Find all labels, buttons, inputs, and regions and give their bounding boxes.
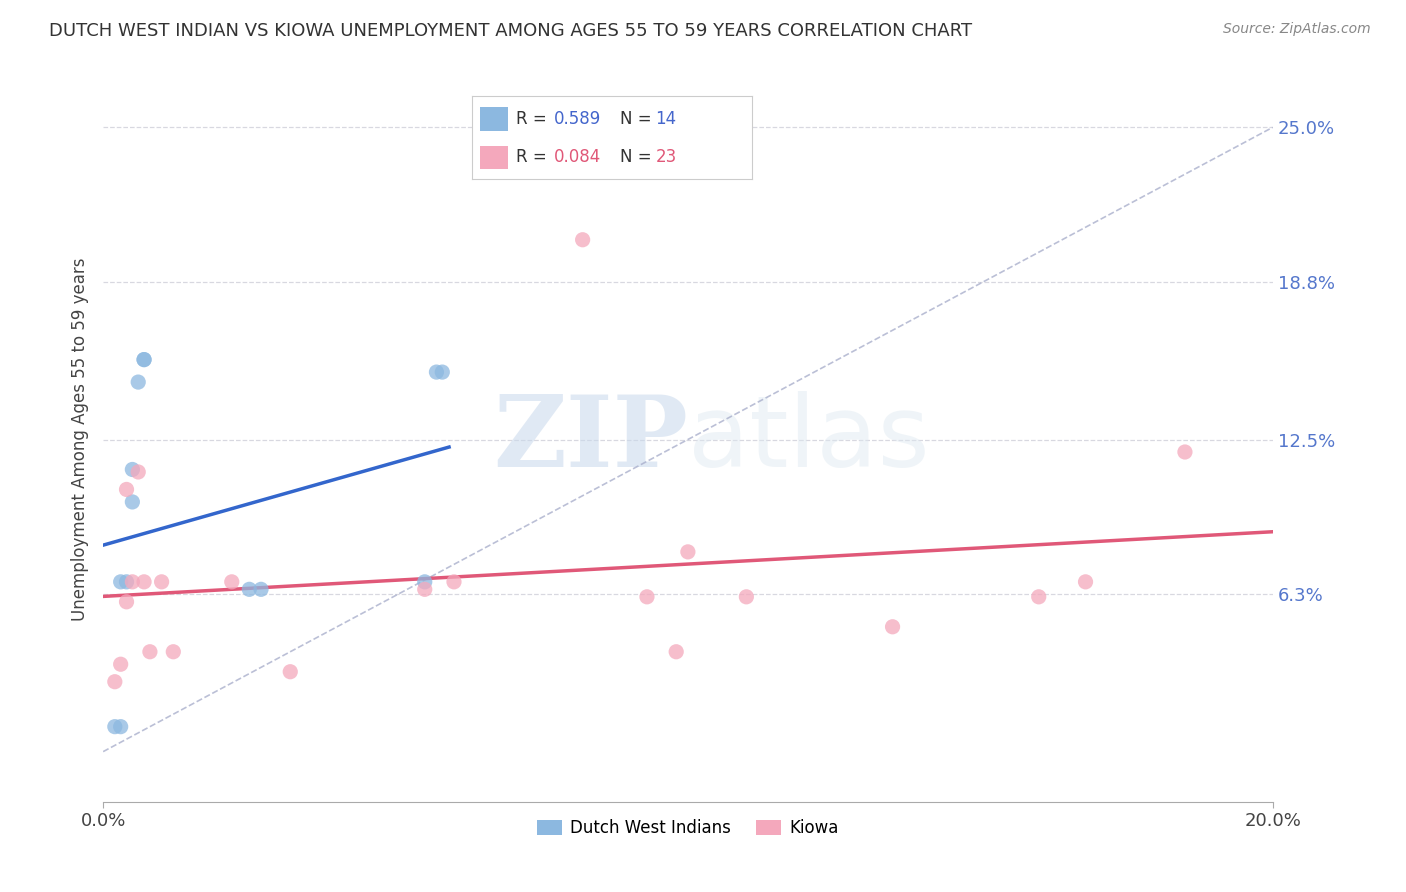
Point bbox=[127, 465, 149, 479]
Text: atlas: atlas bbox=[688, 391, 929, 488]
Point bbox=[1074, 574, 1097, 589]
Point bbox=[1174, 445, 1197, 459]
Y-axis label: Unemployment Among Ages 55 to 59 years: Unemployment Among Ages 55 to 59 years bbox=[72, 258, 89, 621]
Point bbox=[1028, 590, 1050, 604]
Point bbox=[121, 462, 143, 476]
Point bbox=[278, 665, 301, 679]
Point bbox=[115, 595, 138, 609]
Point bbox=[162, 645, 184, 659]
Point bbox=[882, 620, 904, 634]
Point bbox=[104, 674, 127, 689]
Point bbox=[735, 590, 758, 604]
Point bbox=[132, 352, 155, 367]
Text: ZIP: ZIP bbox=[494, 391, 688, 488]
Legend: Dutch West Indians, Kiowa: Dutch West Indians, Kiowa bbox=[530, 813, 845, 844]
Point bbox=[443, 574, 465, 589]
Point bbox=[150, 574, 173, 589]
Point bbox=[221, 574, 243, 589]
Point bbox=[121, 574, 143, 589]
Point bbox=[115, 574, 138, 589]
Point bbox=[413, 574, 436, 589]
Point bbox=[110, 720, 132, 734]
Point bbox=[432, 365, 454, 379]
Point bbox=[665, 645, 688, 659]
Point bbox=[127, 375, 149, 389]
Point bbox=[676, 545, 699, 559]
Point bbox=[132, 352, 155, 367]
Point bbox=[250, 582, 273, 597]
Text: DUTCH WEST INDIAN VS KIOWA UNEMPLOYMENT AMONG AGES 55 TO 59 YEARS CORRELATION CH: DUTCH WEST INDIAN VS KIOWA UNEMPLOYMENT … bbox=[49, 22, 973, 40]
Point bbox=[121, 495, 143, 509]
Point bbox=[110, 574, 132, 589]
Point bbox=[238, 582, 260, 597]
Text: Source: ZipAtlas.com: Source: ZipAtlas.com bbox=[1223, 22, 1371, 37]
Point bbox=[425, 365, 447, 379]
Point bbox=[571, 233, 593, 247]
Point bbox=[413, 582, 436, 597]
Point bbox=[139, 645, 162, 659]
Point bbox=[132, 574, 155, 589]
Point bbox=[636, 590, 658, 604]
Point bbox=[110, 657, 132, 672]
Point bbox=[104, 720, 127, 734]
Point bbox=[115, 483, 138, 497]
